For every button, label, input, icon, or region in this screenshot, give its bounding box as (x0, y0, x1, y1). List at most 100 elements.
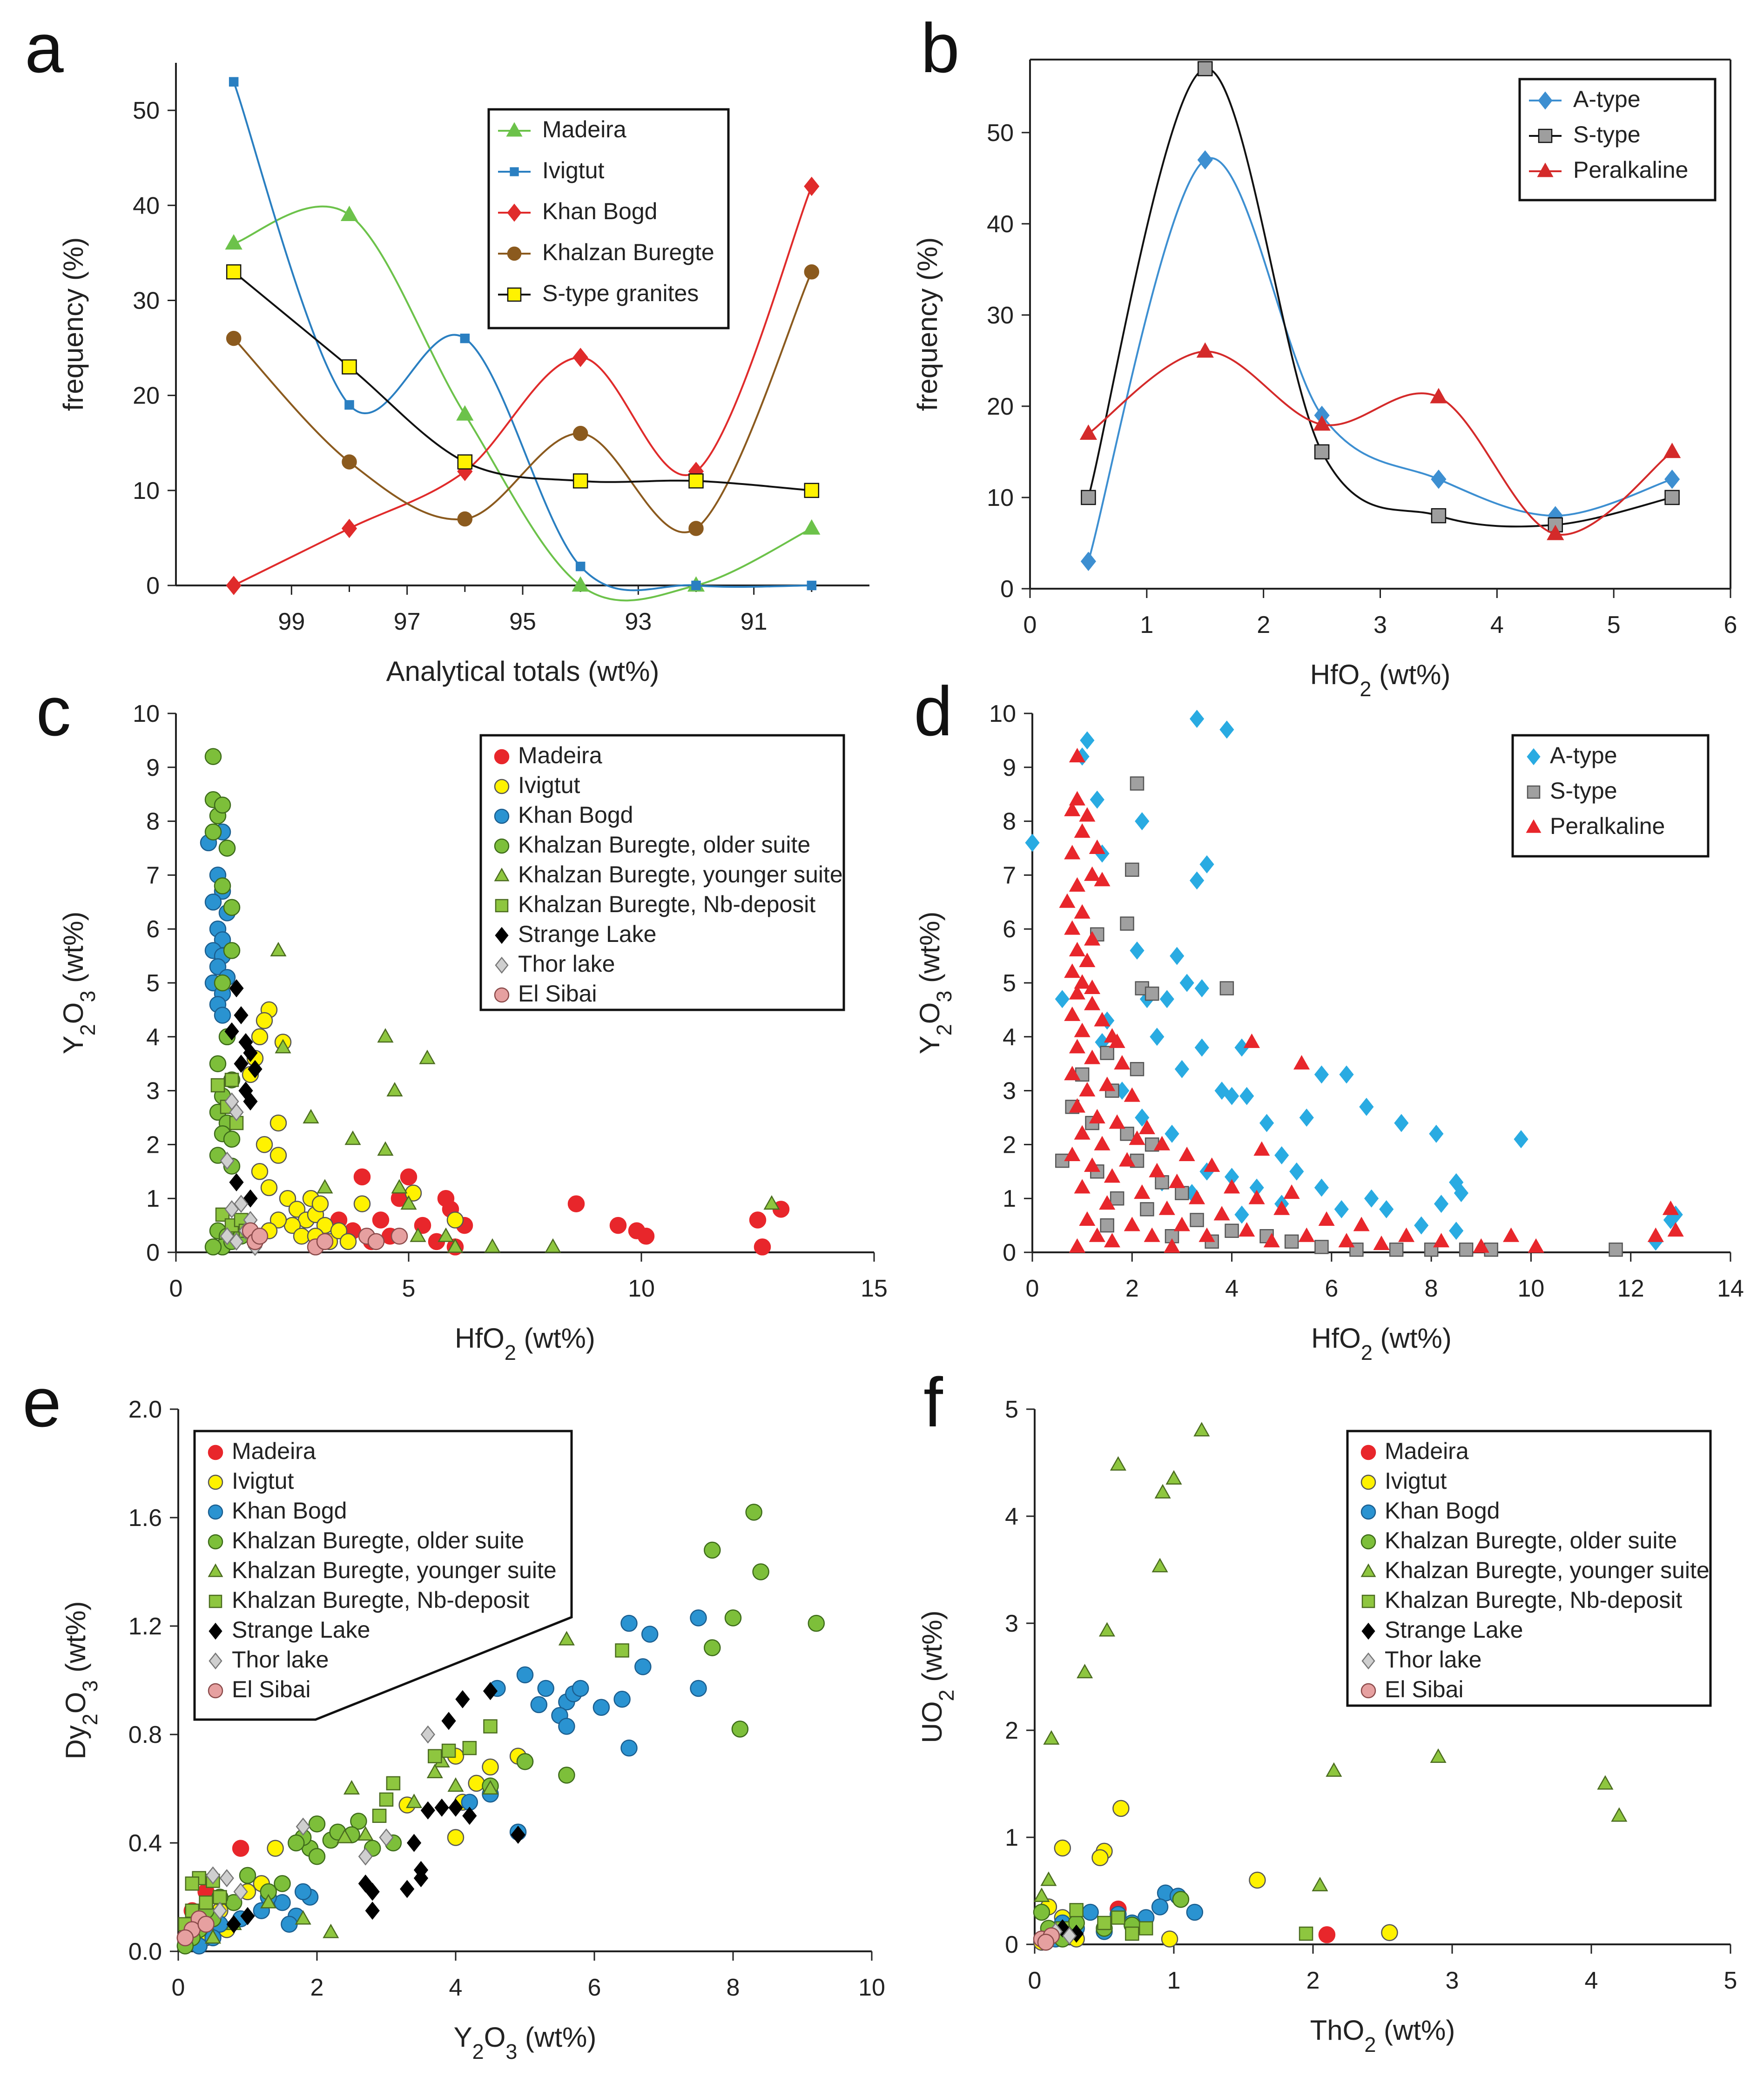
label-part: Analytical totals (wt%) (386, 656, 660, 687)
data-point (763, 1195, 780, 1210)
data-point (420, 1801, 436, 1820)
data-point (1084, 995, 1101, 1010)
data-point (218, 840, 236, 857)
data-point (274, 1875, 291, 1892)
data-point (572, 1680, 589, 1697)
y-tick-label: 0 (1005, 1931, 1018, 1958)
y-tick-label: 1.2 (128, 1613, 162, 1640)
data-point (691, 580, 701, 591)
panel-label-c: c (36, 672, 71, 750)
data-point (224, 1022, 239, 1041)
data-point (1164, 1238, 1180, 1253)
data-point (1214, 1082, 1229, 1100)
data-point (1150, 1028, 1165, 1046)
x-tick-label: 8 (727, 1974, 740, 2001)
data-point (214, 1007, 231, 1024)
data-point (214, 877, 231, 894)
data-point (428, 1749, 442, 1763)
legend-marker (494, 838, 510, 854)
data-point (1064, 1066, 1081, 1081)
data-point (219, 1869, 234, 1888)
data-point (204, 1929, 222, 1944)
y-tick-label: 50 (133, 97, 160, 124)
x-axis-title: Y2O3 (wt%) (454, 2022, 597, 2064)
y-tick-label: 2.0 (128, 1396, 162, 1423)
legend-marker (494, 779, 510, 794)
data-point (342, 359, 357, 375)
data-point (1193, 1422, 1210, 1437)
data-point (400, 1168, 417, 1186)
data-point (204, 894, 222, 911)
data-point (1100, 1046, 1114, 1060)
data-point (615, 1643, 629, 1658)
label-part: O (58, 1002, 89, 1024)
data-point (1318, 1926, 1336, 1943)
legend-label: Khan Bogd (1385, 1498, 1500, 1524)
data-point (1263, 1233, 1280, 1248)
data-point (434, 1798, 449, 1817)
data-a (225, 77, 821, 602)
data-point (446, 1211, 464, 1229)
data-point (1662, 1200, 1679, 1215)
data-point (323, 1923, 339, 1938)
data-point (1099, 1195, 1116, 1210)
data-point (1611, 1807, 1628, 1822)
data-point (1155, 1175, 1169, 1190)
legend-marker (1527, 785, 1541, 799)
data-point (803, 519, 821, 535)
data-point (1253, 1141, 1270, 1156)
data-point (690, 1680, 707, 1697)
data-point (225, 234, 242, 250)
data-point (379, 1792, 394, 1807)
data-point (1037, 1934, 1055, 1951)
series-s-type-granites (226, 264, 820, 498)
data-point (256, 1012, 273, 1029)
data-point (1109, 1033, 1125, 1048)
data-point (1089, 1109, 1105, 1123)
data-point (455, 1690, 470, 1708)
series-peralkaline (1059, 747, 1684, 1253)
data-point (575, 561, 586, 571)
data-point (690, 1609, 707, 1627)
data-point (1080, 551, 1097, 571)
data-point (391, 1179, 408, 1194)
data-c (200, 748, 790, 1256)
data-point (1473, 1238, 1489, 1253)
legend-item: Thor lake (209, 1647, 329, 1673)
legend-label: Madeira (542, 116, 626, 142)
data-point (1125, 1926, 1139, 1941)
data-point (303, 1109, 319, 1123)
label-part: (wt%) (1376, 2015, 1455, 2046)
data-point (724, 1609, 742, 1627)
legend-marker (1361, 1622, 1375, 1640)
data-point (1084, 979, 1101, 995)
label-part: (wt%) (1371, 659, 1450, 690)
y-tick-label: 4 (146, 1024, 160, 1051)
legend-label: El Sibai (1385, 1676, 1464, 1702)
data-point (1094, 1012, 1111, 1027)
data-point (251, 1228, 269, 1245)
data-point (688, 521, 704, 536)
label-part: HfO (1310, 659, 1360, 690)
label-part: (wt%) (517, 2022, 596, 2053)
legend-marker (208, 1445, 223, 1460)
data-point (308, 1815, 326, 1833)
legend-label: El Sibai (518, 981, 597, 1007)
y-tick-label: 50 (987, 120, 1014, 147)
legend-item: Madeira (1360, 1438, 1469, 1464)
data-point (1138, 1921, 1153, 1936)
data-point (226, 1915, 241, 1934)
data-point (1138, 1120, 1155, 1135)
data-point (185, 1876, 200, 1891)
data-point (1134, 1184, 1151, 1199)
data-point (1299, 1926, 1313, 1941)
x-tick-label: 4 (1225, 1275, 1239, 1302)
label-part: UO (916, 1701, 948, 1743)
data-point (1293, 1055, 1310, 1070)
data-point (1190, 1213, 1204, 1227)
data-point (572, 348, 588, 367)
data-point (377, 1141, 394, 1156)
data-point (1289, 1162, 1304, 1181)
data-point (1089, 839, 1105, 854)
label-part: Y (454, 2022, 472, 2053)
